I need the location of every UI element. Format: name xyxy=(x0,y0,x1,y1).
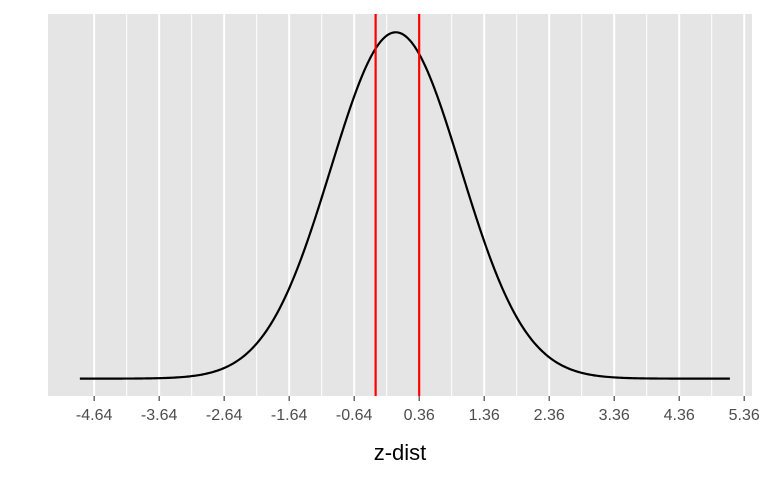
x-tick-label: -4.64 xyxy=(76,407,113,424)
x-tick-label: 3.36 xyxy=(599,407,630,424)
normal-density-curve xyxy=(79,31,730,380)
x-tick-label: 1.36 xyxy=(469,407,500,424)
x-tick-label: -0.64 xyxy=(336,407,373,424)
panel-background xyxy=(48,14,752,396)
x-tick-label: -2.64 xyxy=(206,407,243,424)
x-tick-label: 5.36 xyxy=(729,407,760,424)
x-axis: -4.64 -3.64 -2.64 -1.64 -0.64 0.36 1.36 2.36 3.3… xyxy=(76,396,760,424)
x-tick-label: -3.64 xyxy=(141,407,178,424)
x-tick-label: 4.36 xyxy=(664,407,695,424)
x-tick-label: -1.64 xyxy=(271,407,308,424)
x-tick-label: 2.36 xyxy=(534,407,565,424)
critical-value-lines xyxy=(374,14,421,396)
x-axis-title: z-dist xyxy=(374,440,427,465)
x-tick-label: 0.36 xyxy=(404,407,435,424)
minor-gridlines xyxy=(126,14,713,396)
